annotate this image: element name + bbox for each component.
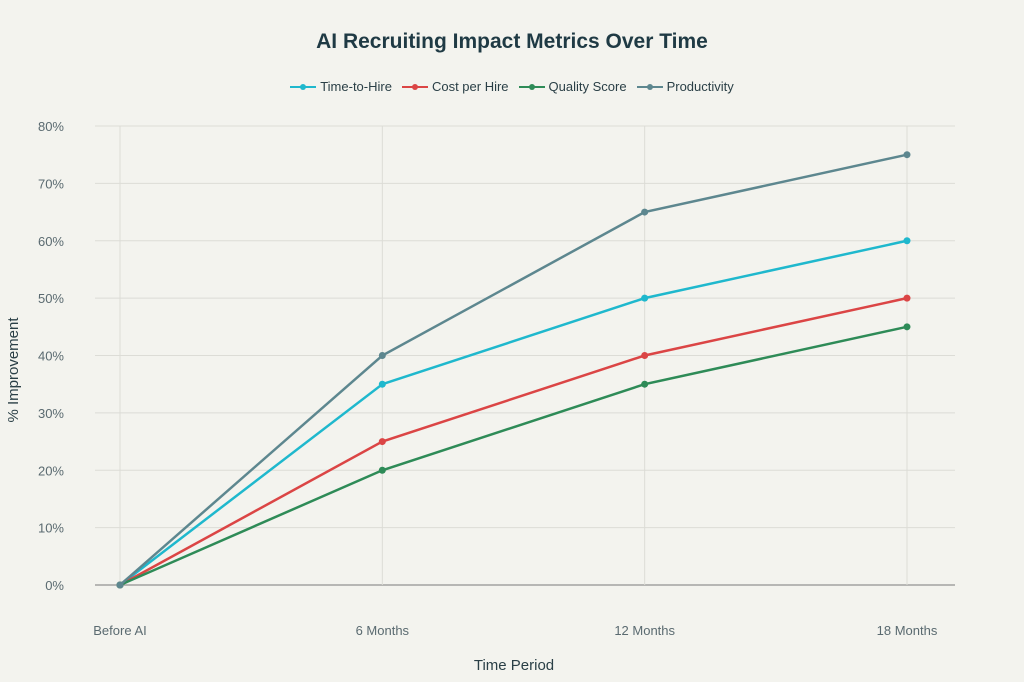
data-point-quality-score [378,466,386,474]
y-tick-label: 70% [38,176,64,191]
y-tick-label: 80% [38,119,64,134]
legend-swatch [518,83,545,90]
legend-label: Time-to-Hire [320,79,392,94]
x-tick-label: 18 Months [877,623,938,638]
x-tick-label: 6 Months [356,623,410,638]
legend-swatch [290,83,317,90]
legend-label: Productivity [666,79,734,94]
data-point-quality-score [903,323,911,331]
legend-item-time-to-hire[interactable]: Time-to-Hire [290,79,392,94]
data-point-cost-per-hire [903,294,911,302]
y-tick-label: 30% [38,406,64,421]
legend-swatch [636,83,663,90]
legend-item-productivity[interactable]: Productivity [636,79,734,94]
legend-label: Quality Score [548,79,627,94]
series-line-quality-score [119,325,908,587]
data-point-cost-per-hire [641,352,649,359]
y-tick-label: 40% [38,349,64,364]
legend-item-cost-per-hire[interactable]: Cost per Hire [401,79,509,94]
series-line-time-to-hire [119,239,908,586]
legend-swatch [401,83,428,90]
y-tick-label: 0% [45,578,64,593]
legend-label: Cost per Hire [431,79,509,94]
x-tick-label: 12 Months [614,623,675,638]
data-point-time-to-hire [378,380,386,388]
y-tick-label: 10% [38,521,64,536]
data-point-productivity [641,208,649,216]
series-line-productivity [119,153,908,586]
x-axis-title: Time Period [474,657,554,674]
data-point-productivity [903,151,911,159]
legend: Time-to-Hire Cost per Hire Quality Score Pr… [0,79,1024,94]
data-point-time-to-hire [903,237,911,245]
data-point-cost-per-hire [378,438,386,446]
y-axis-title: % Improvement [5,317,22,423]
chart-title: AI Recruiting Impact Metrics Over Time [316,30,708,53]
data-point-productivity [116,581,124,589]
data-point-quality-score [641,380,649,388]
series-line-cost-per-hire [119,296,908,587]
data-point-time-to-hire [641,294,649,302]
y-tick-label: 50% [38,291,64,306]
x-tick-label: Before AI [93,623,146,638]
legend-item-quality-score[interactable]: Quality Score [518,79,627,94]
y-tick-label: 20% [38,463,64,478]
y-tick-label: 60% [38,234,64,249]
data-point-productivity [378,352,386,359]
